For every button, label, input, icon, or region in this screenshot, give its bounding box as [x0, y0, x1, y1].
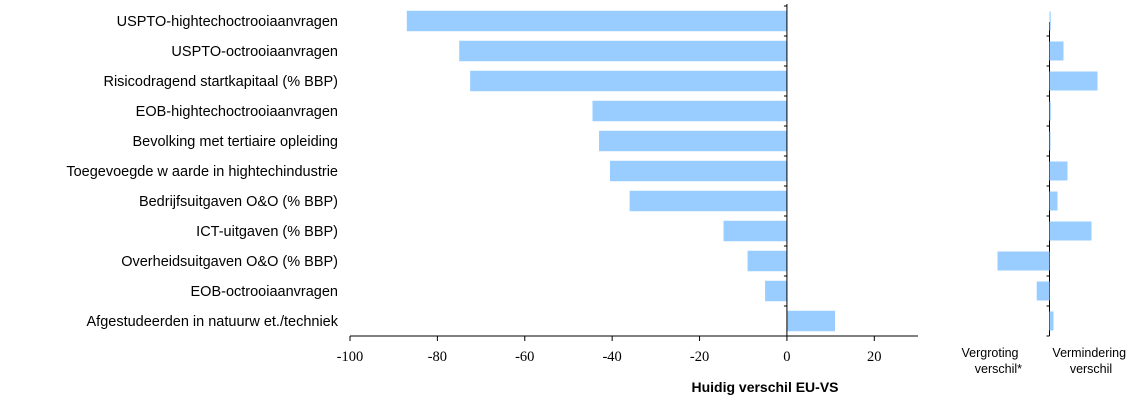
bar [786, 310, 835, 332]
side-label-left: Vergroting verschil* [962, 346, 1023, 376]
x-axis-title: Huidig verschil EU-VS [691, 379, 838, 395]
category-labels: USPTO-hightechoctrooiaanvragen USPTO-octr… [66, 14, 338, 330]
side-bar [1049, 131, 1051, 151]
bar [765, 280, 787, 302]
bar [747, 250, 787, 272]
side-bar [1049, 41, 1064, 61]
bar [723, 220, 787, 242]
x-tick-label: 0 [783, 349, 790, 365]
x-axis-ticks: -100 -80 -60 -40 -20 0 20 [337, 335, 918, 365]
category-label: EOB-hightechoctrooiaanvragen [136, 104, 338, 120]
bar [459, 40, 787, 62]
side-bar [1049, 101, 1051, 121]
bar [629, 190, 787, 212]
category-label: Bevolking met tertiaire opleiding [132, 134, 338, 150]
category-label: Bedrijfsuitgaven O&O (% BBP) [139, 194, 338, 210]
side-plot [997, 11, 1098, 337]
x-tick-label: -100 [337, 349, 364, 365]
x-tick-label: -40 [602, 349, 621, 365]
x-tick-label: -60 [515, 349, 534, 365]
side-label-right: Vermindering verschil [1052, 346, 1129, 376]
side-bar [997, 251, 1050, 271]
side-bar [1049, 11, 1051, 31]
side-bar [1036, 281, 1050, 301]
category-label: ICT-uitgaven (% BBP) [196, 224, 338, 240]
category-label: Afgestudeerden in natuurw et./techniek [87, 314, 339, 330]
side-bar [1049, 191, 1058, 211]
side-label-right-line2: verschil [1070, 362, 1112, 376]
x-tick-label: 20 [867, 349, 882, 365]
main-plot [406, 4, 835, 337]
category-label: EOB-octrooiaanvragen [191, 284, 339, 300]
side-bar [1049, 71, 1098, 91]
bar [470, 70, 787, 92]
category-label: USPTO-hightechoctrooiaanvragen [117, 14, 338, 30]
bar [406, 10, 787, 32]
bar [609, 160, 787, 182]
category-label: Overheidsuitgaven O&O (% BBP) [121, 254, 338, 270]
side-bar [1049, 161, 1068, 181]
bar [599, 130, 787, 152]
side-bar [1049, 311, 1054, 331]
side-label-right-line1: Vermindering [1052, 346, 1126, 360]
category-label: USPTO-octrooiaanvragen [171, 44, 338, 60]
side-label-left-line2: verschil* [975, 362, 1022, 376]
side-label-left-line1: Vergroting [962, 346, 1019, 360]
category-label: Toegevoegde w aarde in hightechindustrie [66, 164, 338, 180]
side-bar [1049, 221, 1092, 241]
bar [592, 100, 787, 122]
x-tick-label: -20 [690, 349, 709, 365]
x-tick-label: -80 [428, 349, 447, 365]
category-label: Risicodragend startkapitaal (% BBP) [103, 74, 338, 90]
